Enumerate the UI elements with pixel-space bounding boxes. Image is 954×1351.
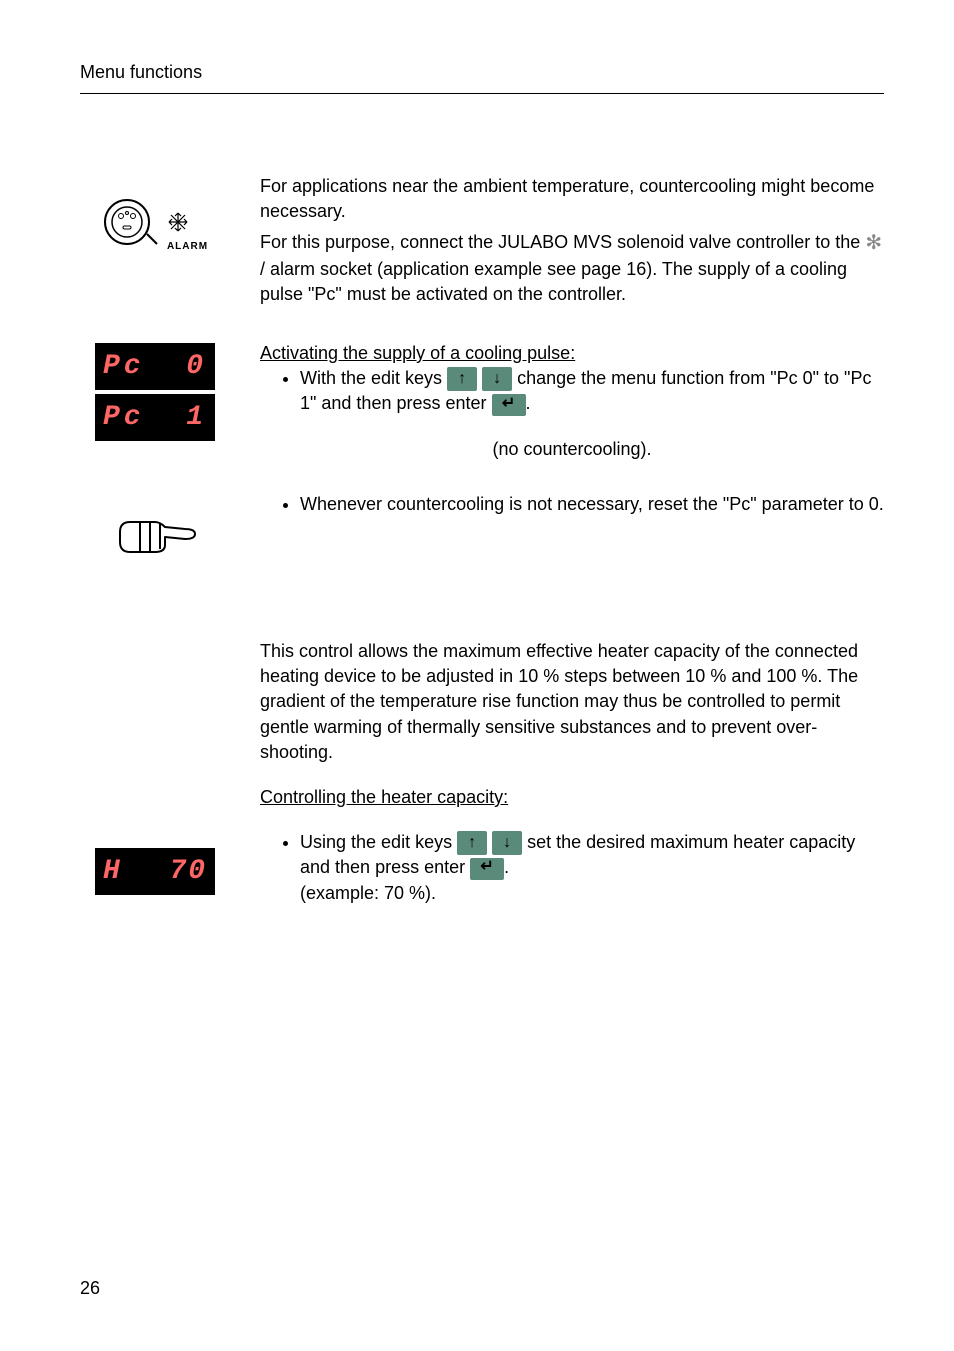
enter-key-icon-2 xyxy=(470,858,504,880)
display-pc-0-right: 0 xyxy=(186,347,207,386)
para2-part-b: / alarm socket (application example see … xyxy=(260,259,847,304)
reset-bullet: Whenever countercooling is not necessary… xyxy=(300,492,884,517)
reset-list: Whenever countercooling is not necessary… xyxy=(260,492,884,517)
alarm-label: ALARM xyxy=(167,240,208,254)
section-heater-control: H 70 Using the edit keys set the desired… xyxy=(80,830,884,914)
heater-bullet-part-a: Using the edit keys xyxy=(300,832,457,852)
left-column-5: H 70 xyxy=(80,830,230,914)
display-pc-1: Pc 1 xyxy=(95,394,215,441)
bullet1-part-c: . xyxy=(526,393,531,413)
down-key-icon xyxy=(482,367,512,391)
page-header: Menu functions xyxy=(80,60,884,85)
countercooling-para-1: For applications near the ambient temper… xyxy=(260,174,884,224)
pointing-hand-icon xyxy=(110,507,200,569)
right-column-1: For applications near the ambient temper… xyxy=(260,174,884,311)
right-column-5: Using the edit keys set the desired maxi… xyxy=(260,830,884,914)
display-h-70: H 70 xyxy=(95,848,215,895)
display-h-right: 70 xyxy=(169,852,207,891)
section-activating-pulse: Pc 0 Pc 1 Activating the supply of a coo… xyxy=(80,341,884,462)
no-countercooling-note: (no countercooling). xyxy=(260,437,884,462)
header-title: Menu functions xyxy=(80,62,202,82)
up-key-icon xyxy=(447,367,477,391)
page-number: 26 xyxy=(80,1276,100,1301)
heater-bullet-part-c: . xyxy=(504,857,509,877)
right-column-3: Whenever countercooling is not necessary… xyxy=(260,492,884,569)
right-column-4: This control allows the maximum effectiv… xyxy=(260,639,884,810)
header-divider xyxy=(80,93,884,94)
alarm-cooling-icon-group: ALARM xyxy=(167,211,208,254)
heater-list: Using the edit keys set the desired maxi… xyxy=(260,830,884,906)
activating-bullet-1: With the edit keys change the menu funct… xyxy=(300,366,884,416)
down-key-icon-2 xyxy=(492,831,522,855)
display-h-left: H xyxy=(103,852,122,891)
activating-subheading: Activating the supply of a cooling pulse… xyxy=(260,341,884,366)
heater-bullet-part-d: (example: 70 %). xyxy=(300,883,436,903)
left-column-2: Pc 0 Pc 1 xyxy=(80,341,230,462)
alarm-icon-group: ALARM xyxy=(102,194,208,254)
snowflake-inline-icon: ✻ xyxy=(865,229,882,257)
display-pc-0-left: Pc xyxy=(103,347,145,386)
left-column-4 xyxy=(80,639,230,810)
activating-list: With the edit keys change the menu funct… xyxy=(260,366,884,416)
section-heater-intro: This control allows the maximum effectiv… xyxy=(80,639,884,810)
display-pc-1-right: 1 xyxy=(186,398,207,437)
left-column-3 xyxy=(80,492,230,569)
display-pc-1-left: Pc xyxy=(103,398,145,437)
alarm-socket-icon xyxy=(102,194,162,254)
heater-para-1: This control allows the maximum effectiv… xyxy=(260,639,884,765)
up-key-icon-2 xyxy=(457,831,487,855)
section-countercooling: ALARM For applications near the ambient … xyxy=(80,174,884,311)
section-reset-note: Whenever countercooling is not necessary… xyxy=(80,492,884,569)
countercooling-para-2: For this purpose, connect the JULABO MVS… xyxy=(260,229,884,307)
heater-bullet-1: Using the edit keys set the desired maxi… xyxy=(300,830,884,906)
snowflake-alarm-icon xyxy=(167,211,189,233)
heater-subheading: Controlling the heater capacity: xyxy=(260,785,884,810)
enter-key-icon xyxy=(492,394,526,416)
para2-part-a: For this purpose, connect the JULABO MVS… xyxy=(260,231,865,251)
left-column-1: ALARM xyxy=(80,174,230,311)
bullet1-part-a: With the edit keys xyxy=(300,368,447,388)
display-pc-0: Pc 0 xyxy=(95,343,215,390)
right-column-2: Activating the supply of a cooling pulse… xyxy=(260,341,884,462)
